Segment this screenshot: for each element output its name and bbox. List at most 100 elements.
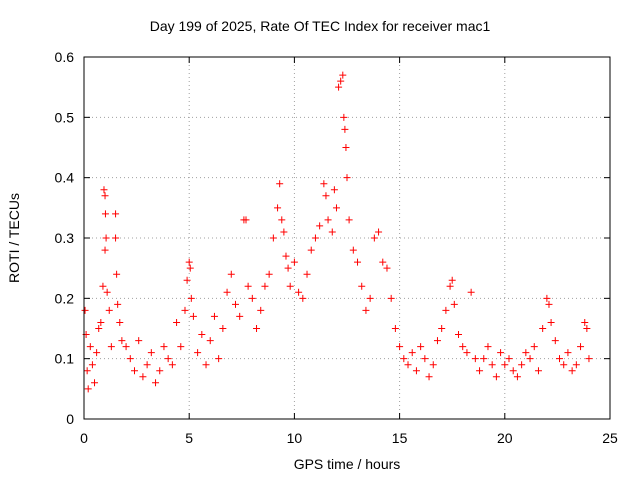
data-point: [265, 270, 273, 278]
data-point: [311, 234, 319, 242]
data-point: [316, 222, 324, 230]
data-point: [509, 367, 517, 375]
data-point: [429, 361, 437, 369]
data-point: [105, 306, 113, 314]
data-point: [421, 355, 429, 363]
data-points: [81, 71, 593, 393]
data-point: [206, 337, 214, 345]
data-point: [518, 361, 526, 369]
data-point: [231, 300, 239, 308]
data-point: [342, 144, 350, 151]
data-point: [560, 361, 568, 369]
data-point: [564, 349, 572, 357]
data-point: [358, 282, 366, 290]
data-point: [404, 361, 412, 369]
data-point: [322, 192, 330, 200]
data-point: [433, 337, 441, 345]
data-point: [383, 264, 391, 272]
data-point: [530, 343, 538, 351]
data-point: [248, 294, 256, 302]
data-point: [330, 186, 338, 194]
data-point: [471, 355, 479, 363]
data-point: [126, 355, 134, 363]
y-tick-label: 0.5: [55, 109, 75, 125]
data-point: [572, 361, 580, 369]
data-point: [101, 192, 109, 200]
data-point: [480, 355, 488, 363]
data-point: [286, 282, 294, 290]
data-point: [118, 337, 126, 345]
x-tick-label: 20: [497, 430, 513, 446]
data-point: [568, 367, 576, 375]
data-point: [261, 282, 269, 290]
data-point: [257, 306, 265, 314]
data-point: [269, 234, 277, 242]
data-point: [156, 367, 164, 375]
data-point: [476, 367, 484, 375]
data-point: [343, 174, 351, 182]
data-point: [551, 337, 559, 345]
x-tick-label: 5: [185, 430, 193, 446]
data-point: [86, 343, 94, 351]
data-point: [227, 270, 235, 278]
data-point: [505, 355, 513, 363]
data-point: [91, 379, 99, 387]
data-point: [320, 180, 328, 188]
data-point: [147, 349, 155, 357]
tick-labels: 0 5 10 15 20 25 0 0.1 0.2 0.3 0.4 0.5 0.6: [55, 49, 618, 446]
data-point: [101, 246, 109, 254]
data-point: [501, 361, 509, 369]
data-point: [303, 270, 311, 278]
y-tick-label: 0: [66, 411, 74, 427]
data-point: [583, 325, 591, 332]
data-point: [242, 216, 250, 224]
data-point: [187, 294, 195, 302]
data-point: [488, 361, 496, 369]
data-point: [442, 306, 450, 314]
x-axis-label: GPS time / hours: [293, 456, 401, 472]
data-point: [450, 300, 458, 308]
data-point: [83, 367, 91, 375]
data-point: [412, 367, 420, 375]
data-point: [274, 204, 282, 212]
data-point: [328, 228, 336, 236]
data-point: [391, 325, 399, 332]
data-point: [280, 228, 288, 236]
data-point: [446, 282, 454, 290]
data-point: [332, 204, 340, 212]
data-point: [290, 258, 298, 266]
data-point: [379, 258, 387, 266]
data-point: [164, 355, 172, 363]
plot-frame: [83, 56, 611, 420]
data-point: [284, 264, 292, 272]
data-point: [278, 216, 286, 224]
data-point: [223, 288, 231, 296]
data-point: [103, 288, 111, 296]
data-point: [581, 318, 589, 326]
axis-ticks: [83, 56, 611, 420]
x-tick-label: 25: [602, 430, 618, 446]
data-point: [183, 276, 191, 284]
data-point: [448, 276, 456, 284]
data-point: [168, 361, 176, 369]
data-point: [438, 325, 446, 332]
y-tick-label: 0.4: [55, 170, 75, 186]
data-point: [114, 300, 122, 308]
data-point: [113, 270, 121, 278]
data-point: [194, 349, 202, 357]
data-point: [522, 349, 530, 357]
data-point: [88, 361, 96, 369]
data-point: [341, 125, 349, 133]
grid-lines: [84, 57, 610, 419]
data-point: [455, 331, 463, 339]
data-point: [396, 343, 404, 351]
data-point: [130, 367, 138, 375]
data-point: [81, 306, 89, 314]
data-point: [543, 294, 551, 302]
data-point: [139, 373, 147, 381]
data-point: [335, 83, 343, 91]
data-point: [101, 210, 109, 218]
data-point: [152, 379, 160, 387]
data-point: [107, 343, 115, 351]
